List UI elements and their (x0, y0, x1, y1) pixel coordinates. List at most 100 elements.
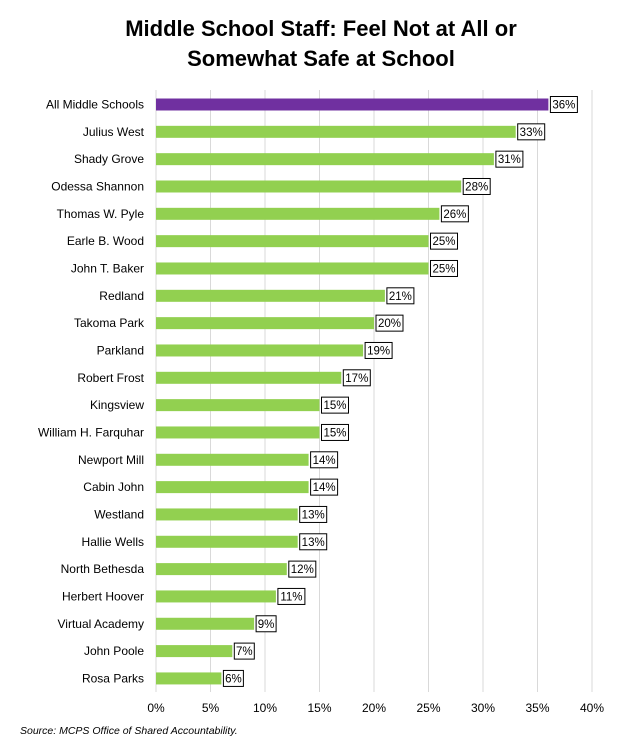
data-label-box (299, 505, 328, 523)
category-label: Parkland (97, 343, 144, 357)
bar (156, 125, 516, 138)
data-label: 21% (389, 291, 412, 303)
bar (156, 98, 549, 111)
category-label: All Middle Schools (46, 98, 144, 112)
bar (156, 207, 440, 220)
x-tick-label: 15% (307, 701, 331, 715)
data-label-box (321, 396, 349, 414)
category-label: Newport Mill (78, 453, 144, 467)
category-label: Thomas W. Pyle (57, 207, 145, 221)
x-tick-label: 20% (362, 701, 386, 715)
category-label: Takoma Park (74, 316, 145, 330)
bar (156, 535, 298, 548)
bar (156, 317, 374, 330)
category-label: Shady Grove (74, 152, 144, 166)
data-label: 13% (302, 509, 325, 521)
data-label-box (299, 533, 328, 551)
bar (156, 235, 429, 248)
category-label: Virtual Academy (58, 617, 145, 631)
bar (156, 645, 233, 658)
bar (156, 508, 298, 521)
data-label: 13% (302, 537, 325, 549)
data-label: 26% (443, 209, 466, 221)
data-label-box (310, 478, 339, 496)
data-label-box (430, 232, 458, 250)
x-tick-label: 25% (416, 701, 440, 715)
data-label-box (255, 615, 277, 633)
x-tick-label: 30% (471, 701, 495, 715)
data-label-box (310, 451, 339, 469)
data-label: 33% (520, 127, 543, 139)
data-label-box (430, 259, 458, 277)
data-label-box (549, 96, 578, 113)
bar (156, 289, 385, 302)
data-label-box (462, 177, 491, 195)
bar (156, 344, 364, 357)
data-label: 14% (313, 482, 336, 494)
data-label-box (386, 287, 415, 305)
category-label: Earle B. Wood (67, 234, 144, 248)
data-label-box (222, 669, 244, 687)
bar (156, 617, 255, 630)
data-label: 36% (552, 100, 575, 112)
data-label-box (233, 642, 255, 660)
category-labels: All Middle Schools Julius West Shady Grove… (38, 98, 145, 686)
data-label-box (321, 423, 349, 441)
bar (156, 262, 429, 275)
data-label: 6% (225, 673, 242, 685)
data-label: 11% (280, 591, 302, 603)
category-label: Cabin John (83, 480, 144, 494)
category-label: Westland (94, 507, 144, 521)
category-label: William H. Farquhar (38, 425, 144, 439)
x-tick-label: 0% (147, 701, 165, 715)
data-label-box (517, 123, 546, 141)
bar (156, 563, 287, 576)
data-label: 20% (378, 318, 401, 330)
bar (156, 672, 222, 685)
data-label-box (440, 205, 469, 223)
data-label: 12% (291, 564, 314, 576)
category-label: Kingsview (90, 398, 144, 412)
chart-title-line-2: Somewhat Safe at School (187, 46, 455, 71)
data-label: 14% (313, 455, 336, 467)
bar (156, 590, 276, 603)
category-label: North Bethesda (61, 562, 145, 576)
x-tick-label: 10% (253, 701, 277, 715)
data-label: 19% (367, 345, 390, 357)
data-label: 25% (432, 236, 455, 248)
bar (156, 399, 320, 412)
chart-title-line-1: Middle School Staff: Feel Not at All or (125, 16, 517, 41)
category-label: Odessa Shannon (51, 179, 144, 193)
data-label: 7% (236, 646, 253, 658)
data-label: 9% (258, 619, 275, 631)
category-label: Herbert Hoover (62, 589, 144, 603)
x-tick-label: 40% (580, 701, 604, 715)
category-label: Julius West (83, 125, 145, 139)
data-label-box (277, 587, 306, 605)
category-label: Redland (99, 289, 144, 303)
x-tick-label: 5% (202, 701, 220, 715)
data-label: 15% (323, 400, 346, 412)
bar (156, 453, 309, 466)
category-label: John T. Baker (71, 261, 144, 275)
category-label: Robert Frost (77, 371, 144, 385)
x-tick-label: 35% (525, 701, 549, 715)
category-label: Hallie Wells (82, 535, 144, 549)
bar (156, 481, 309, 494)
data-label: 25% (432, 263, 455, 275)
chart-title: Middle School Staff: Feel Not at All or … (0, 14, 624, 74)
bars (156, 98, 549, 685)
bar (156, 180, 462, 193)
data-label-box (375, 314, 404, 332)
source-note: Source: MCPS Office of Shared Accountabi… (20, 725, 238, 737)
category-label: Rosa Parks (82, 671, 144, 685)
data-label-box (288, 560, 317, 578)
category-label: John Poole (84, 644, 144, 658)
data-label: 15% (323, 427, 346, 439)
data-label: 28% (465, 181, 488, 193)
data-label-box (342, 369, 371, 387)
x-axis-tick-labels: 0% 5% 10% 15% 20% 25% 30% 35% 40% (147, 701, 604, 715)
bar (156, 426, 320, 439)
data-label-box (495, 150, 524, 168)
bar (156, 153, 494, 166)
